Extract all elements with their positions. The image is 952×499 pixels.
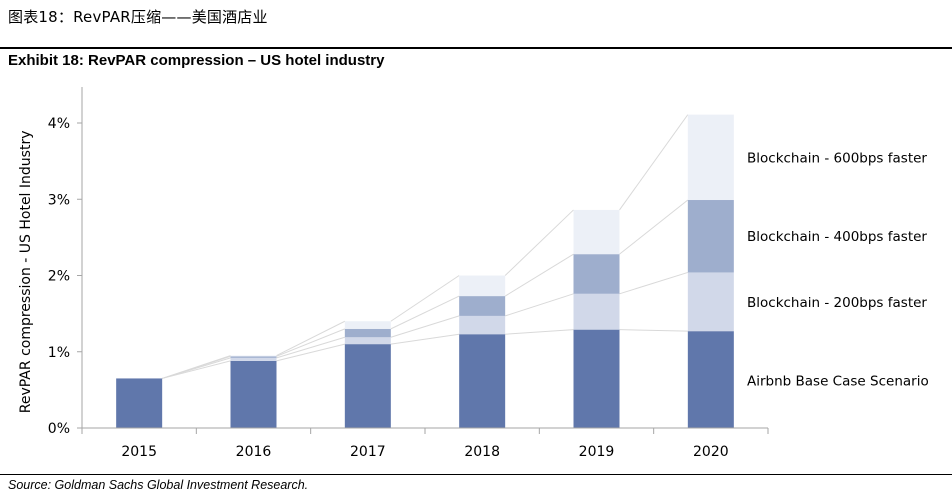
bar-segment-2018-1	[459, 315, 506, 335]
exhibit-title: Exhibit 18: RevPAR compression – US hote…	[8, 52, 385, 69]
legend: Blockchain - 600bps faster Blockchain - 4…	[747, 150, 929, 389]
legend-entry: Blockchain - 200bps faster	[747, 295, 927, 311]
legend-entry: Blockchain - 600bps faster	[747, 150, 927, 166]
y-tick-label: 4%	[48, 116, 70, 132]
bar-segment-2019-3	[573, 209, 620, 255]
connector-line	[619, 329, 688, 332]
x-tick-label: 2020	[693, 444, 729, 460]
connector-line	[504, 253, 574, 297]
y-tick-label: 3%	[48, 192, 70, 208]
connector-line	[390, 315, 460, 338]
x-tick-label: 2019	[579, 444, 615, 460]
legend-entry: Blockchain - 400bps faster	[747, 229, 927, 245]
bottom-divider	[0, 474, 952, 475]
bar-segment-2020-0	[687, 331, 734, 428]
connector-line	[276, 343, 345, 362]
y-tick-label: 2%	[48, 269, 70, 285]
axes: 0% 1% 2% 3% 4% 2015 2016 2017 2018 2019 2020	[48, 87, 769, 460]
top-divider	[0, 47, 952, 49]
bar-segment-2016-1	[230, 357, 277, 361]
x-tick-label: 2015	[121, 444, 157, 460]
bar-segment-2019-1	[573, 293, 620, 330]
connector-lines	[162, 114, 689, 379]
bar-segment-2016-2	[230, 356, 277, 358]
bar-segment-2020-2	[687, 200, 734, 273]
bar-segment-2017-3	[344, 321, 391, 329]
connector-line	[505, 293, 574, 317]
bar-segment-2020-3	[687, 114, 734, 201]
connector-line	[504, 209, 574, 276]
connector-line	[390, 333, 460, 345]
bar-segment-2017-2	[344, 328, 391, 338]
x-tick-label: 2017	[350, 444, 386, 460]
connector-line	[619, 114, 689, 211]
connector-line	[390, 295, 460, 330]
bar-segment-2016-3	[230, 355, 277, 357]
connector-line	[619, 199, 689, 255]
connector-line	[162, 355, 231, 379]
connector-line	[276, 320, 346, 357]
x-tick-label: 2018	[464, 444, 500, 460]
bar-segment-2019-2	[573, 254, 620, 294]
y-axis-title: RevPAR compression - US Hotel Industry	[18, 131, 34, 414]
bar-segment-2017-1	[344, 337, 391, 345]
bar-stacks	[116, 114, 734, 428]
connector-line	[276, 336, 345, 359]
connector-line	[505, 329, 574, 335]
x-tick-label: 2016	[236, 444, 272, 460]
bar-segment-2017-0	[344, 344, 391, 428]
figure-caption: 图表18：RevPAR压缩——美国酒店业	[8, 8, 268, 26]
y-tick-label: 0%	[48, 421, 70, 437]
bar-segment-2020-1	[687, 272, 734, 332]
legend-entry: Airbnb Base Case Scenario	[747, 374, 929, 390]
bar-segment-2019-0	[573, 329, 620, 428]
bar-segment-2015-0	[116, 378, 163, 428]
bar-segment-2018-3	[459, 275, 506, 297]
bar-segment-2016-0	[230, 360, 277, 428]
bar-segment-2018-0	[459, 334, 506, 428]
connector-line	[390, 275, 460, 322]
connector-line	[276, 328, 346, 357]
bar-segment-2018-2	[459, 296, 506, 316]
connector-line	[619, 271, 688, 295]
source-note: Source: Goldman Sachs Global Investment …	[8, 478, 309, 492]
y-tick-label: 1%	[48, 345, 70, 361]
